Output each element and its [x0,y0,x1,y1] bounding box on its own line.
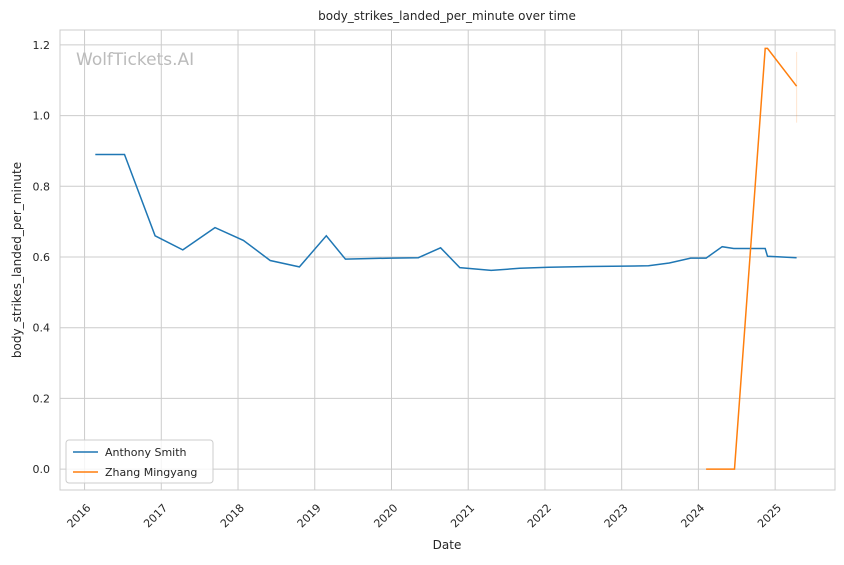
y-axis-label: body_strikes_landed_per_minute [10,162,24,358]
legend: Anthony Smith Zhang Mingyang [65,439,214,484]
x-tick-label: 2023 [602,501,631,530]
x-tick-labels: 2016 2017 2018 2019 2020 2021 2022 2023 2024 2025 [65,501,785,530]
series-lines [95,47,798,470]
x-tick-label: 2020 [371,501,400,530]
y-tick-label: 0.2 [33,392,51,405]
x-axis-label: Date [433,538,462,552]
series-line-anthony-smith [95,153,797,272]
x-tick-label: 2018 [218,501,247,530]
y-tick-label: 1.0 [33,110,51,123]
y-tick-label: 0.0 [33,463,51,476]
chart-title: body_strikes_landed_per_minute over time [318,9,576,23]
y-tick-labels: 0.0 0.2 0.4 0.6 0.8 1.0 1.2 [33,39,51,476]
x-tick-label: 2021 [448,501,477,530]
legend-label-zhang-mingyang: Zhang Mingyang [105,466,197,479]
series-line-zhang-mingyang [706,47,798,470]
y-tick-label: 0.8 [33,180,51,193]
x-tick-label: 2017 [141,501,170,530]
watermark: WolfTickets.AI [76,50,194,70]
legend-label-anthony-smith: Anthony Smith [105,446,187,459]
y-tick-label: 0.4 [33,322,51,335]
x-tick-label: 2025 [755,501,784,530]
y-tick-label: 0.6 [33,251,51,264]
x-tick-label: 2019 [295,501,324,530]
x-tick-label: 2016 [65,501,94,530]
plot-area [59,29,836,491]
x-tick-label: 2024 [678,501,707,530]
y-tick-label: 1.2 [33,39,51,52]
x-tick-label: 2022 [525,501,554,530]
